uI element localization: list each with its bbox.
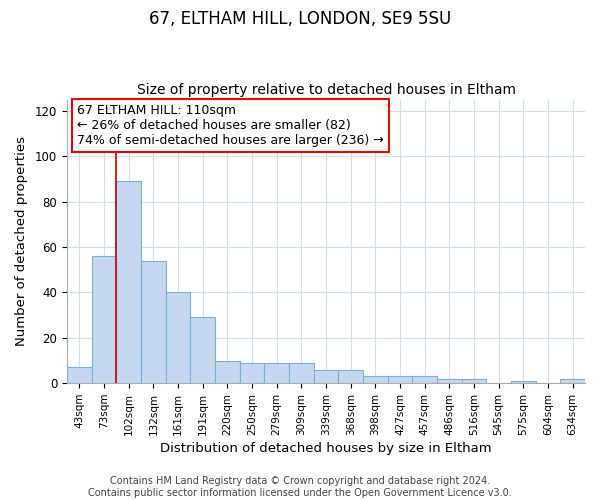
X-axis label: Distribution of detached houses by size in Eltham: Distribution of detached houses by size … [160, 442, 492, 455]
Bar [461, 378, 487, 383]
Y-axis label: Number of detached properties: Number of detached properties [15, 136, 28, 346]
Text: 67 ELTHAM HILL: 110sqm
← 26% of detached houses are smaller (82)
74% of semi-det: 67 ELTHAM HILL: 110sqm ← 26% of detached… [77, 104, 384, 147]
Title: Size of property relative to detached houses in Eltham: Size of property relative to detached ho… [137, 83, 515, 97]
Bar [338, 370, 363, 383]
Bar [412, 376, 437, 383]
Bar [511, 381, 536, 383]
Bar [116, 181, 141, 383]
Bar [363, 376, 388, 383]
Bar [437, 378, 461, 383]
Bar [314, 370, 338, 383]
Bar [388, 376, 412, 383]
Bar [560, 378, 585, 383]
Bar [141, 260, 166, 383]
Bar [239, 363, 265, 383]
Bar [67, 368, 92, 383]
Bar [92, 256, 116, 383]
Bar [190, 318, 215, 383]
Bar [265, 363, 289, 383]
Bar [289, 363, 314, 383]
Text: 67, ELTHAM HILL, LONDON, SE9 5SU: 67, ELTHAM HILL, LONDON, SE9 5SU [149, 10, 451, 28]
Bar [215, 360, 239, 383]
Bar [166, 292, 190, 383]
Text: Contains HM Land Registry data © Crown copyright and database right 2024.
Contai: Contains HM Land Registry data © Crown c… [88, 476, 512, 498]
